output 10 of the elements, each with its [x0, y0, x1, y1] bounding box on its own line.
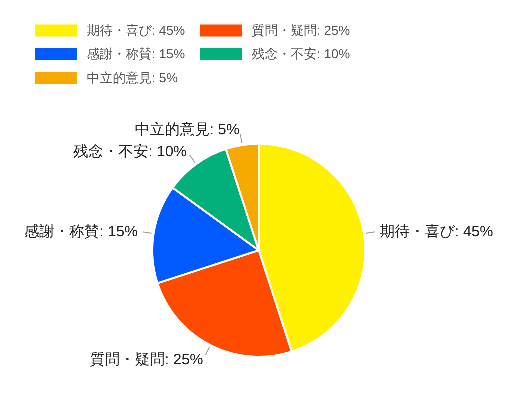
- legend-label: 中立的意見: 5%: [87, 70, 178, 86]
- slice-label: 質問・疑問: 25%: [90, 352, 204, 369]
- legend-label: 期待・喜び: 45%: [87, 22, 186, 38]
- slice-label: 中立的意見: 5%: [134, 122, 240, 139]
- legend-label: 感謝・称賛: 15%: [87, 46, 186, 62]
- legend-label: 残念・不安: 10%: [252, 46, 351, 62]
- slice-label: 期待・喜び: 45%: [380, 223, 494, 240]
- slice-label: 残念・不安: 10%: [74, 143, 187, 160]
- legend-label: 質問・疑問: 25%: [252, 22, 351, 38]
- slice-label: 感謝・称賛: 15%: [24, 223, 138, 240]
